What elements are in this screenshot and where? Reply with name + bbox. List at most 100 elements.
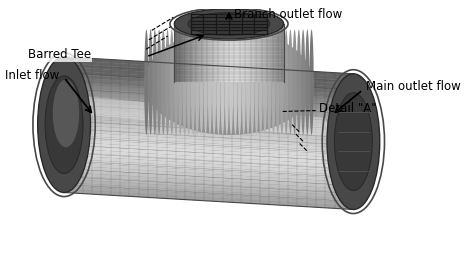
Ellipse shape [144, 30, 314, 135]
Polygon shape [264, 24, 267, 82]
Ellipse shape [250, 30, 255, 135]
Polygon shape [210, 24, 212, 82]
Polygon shape [64, 125, 353, 145]
Ellipse shape [271, 30, 275, 135]
Polygon shape [218, 24, 221, 82]
Text: Barred Tee: Barred Tee [28, 49, 91, 62]
Polygon shape [64, 101, 353, 121]
Ellipse shape [191, 30, 195, 135]
Ellipse shape [53, 79, 79, 147]
Polygon shape [193, 24, 196, 82]
Ellipse shape [263, 30, 267, 135]
Ellipse shape [334, 93, 373, 191]
Ellipse shape [233, 30, 237, 135]
Ellipse shape [292, 30, 297, 135]
Ellipse shape [182, 30, 187, 135]
Polygon shape [64, 121, 353, 142]
Polygon shape [278, 24, 281, 82]
Polygon shape [64, 149, 353, 169]
Polygon shape [64, 84, 353, 104]
Ellipse shape [178, 30, 182, 135]
Ellipse shape [188, 12, 270, 35]
Polygon shape [64, 145, 353, 165]
Polygon shape [212, 24, 215, 82]
Polygon shape [64, 182, 353, 203]
Polygon shape [64, 80, 353, 101]
Ellipse shape [212, 30, 216, 135]
Polygon shape [64, 172, 353, 192]
Polygon shape [243, 24, 246, 82]
Ellipse shape [187, 30, 191, 135]
Ellipse shape [310, 30, 314, 135]
Polygon shape [240, 24, 243, 82]
Text: Branch outlet flow: Branch outlet flow [234, 8, 342, 21]
Polygon shape [199, 24, 201, 82]
Polygon shape [177, 24, 180, 82]
Ellipse shape [246, 30, 250, 135]
Ellipse shape [165, 30, 170, 135]
Polygon shape [248, 24, 251, 82]
Ellipse shape [220, 30, 225, 135]
Ellipse shape [153, 30, 157, 135]
Polygon shape [64, 60, 353, 80]
Ellipse shape [267, 30, 271, 135]
Polygon shape [64, 155, 353, 176]
Ellipse shape [225, 30, 229, 135]
Ellipse shape [301, 30, 305, 135]
Polygon shape [259, 24, 262, 82]
Polygon shape [275, 24, 278, 82]
Polygon shape [207, 24, 210, 82]
Ellipse shape [305, 30, 310, 135]
Polygon shape [273, 24, 275, 82]
Polygon shape [251, 24, 254, 82]
Polygon shape [64, 186, 353, 206]
Polygon shape [64, 94, 353, 114]
Ellipse shape [170, 30, 174, 135]
Polygon shape [64, 189, 353, 209]
Ellipse shape [284, 30, 288, 135]
Polygon shape [64, 108, 353, 128]
Ellipse shape [297, 30, 301, 135]
Ellipse shape [195, 30, 200, 135]
Polygon shape [64, 57, 353, 77]
Ellipse shape [38, 57, 91, 192]
Polygon shape [182, 24, 185, 82]
Ellipse shape [203, 30, 208, 135]
Polygon shape [226, 24, 229, 82]
Polygon shape [246, 24, 248, 82]
Polygon shape [64, 128, 353, 149]
Polygon shape [270, 24, 273, 82]
Polygon shape [64, 176, 353, 196]
Polygon shape [229, 24, 232, 82]
Ellipse shape [148, 30, 153, 135]
Polygon shape [196, 24, 199, 82]
Polygon shape [221, 24, 224, 82]
Polygon shape [64, 98, 353, 118]
Ellipse shape [161, 30, 165, 135]
Polygon shape [64, 142, 353, 162]
Polygon shape [281, 24, 283, 82]
Polygon shape [64, 114, 353, 135]
Polygon shape [64, 64, 353, 84]
Polygon shape [64, 74, 353, 94]
Ellipse shape [275, 30, 280, 135]
Polygon shape [64, 159, 353, 179]
Ellipse shape [259, 30, 263, 135]
Polygon shape [64, 91, 353, 111]
Polygon shape [188, 24, 191, 82]
Ellipse shape [174, 30, 178, 135]
Polygon shape [64, 57, 353, 209]
Ellipse shape [327, 74, 380, 209]
Polygon shape [262, 24, 264, 82]
Polygon shape [64, 87, 353, 108]
Polygon shape [215, 24, 218, 82]
Polygon shape [64, 165, 353, 186]
Ellipse shape [288, 30, 292, 135]
Polygon shape [204, 24, 207, 82]
Polygon shape [174, 24, 177, 82]
Polygon shape [232, 24, 235, 82]
Polygon shape [64, 111, 353, 131]
Polygon shape [64, 152, 353, 172]
Ellipse shape [242, 30, 246, 135]
Polygon shape [64, 118, 353, 138]
